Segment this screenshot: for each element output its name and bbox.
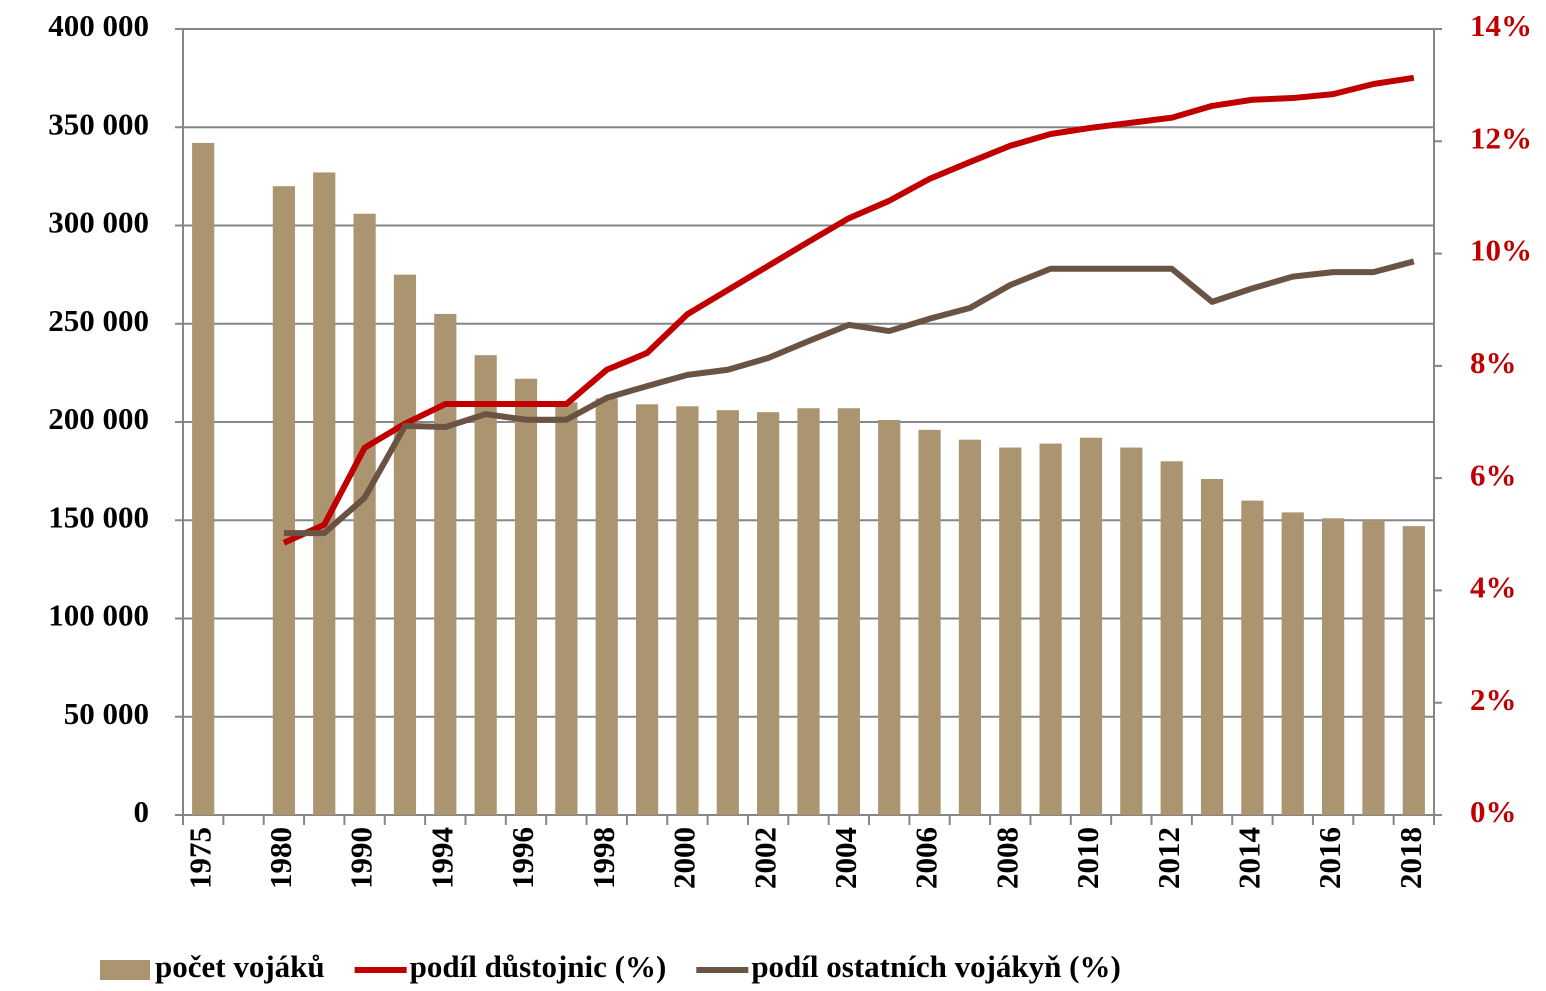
bar bbox=[1402, 526, 1425, 815]
legend-label: podíl důstojnic (%) bbox=[410, 949, 667, 984]
y-tick-label: 200 000 bbox=[48, 401, 149, 436]
bar bbox=[474, 355, 497, 815]
bar bbox=[514, 378, 538, 815]
x-tick-label: 1996 bbox=[505, 827, 540, 889]
line bbox=[283, 258, 1415, 537]
legend-label: podíl ostatních vojákyň (%) bbox=[751, 949, 1120, 984]
bar bbox=[1281, 512, 1304, 815]
bar bbox=[797, 408, 820, 815]
bar bbox=[999, 447, 1022, 815]
bar bbox=[313, 172, 336, 815]
bar bbox=[434, 313, 457, 815]
legend-label: počet vojáků bbox=[155, 949, 325, 984]
y-tick-label: 150 000 bbox=[48, 499, 149, 534]
bar bbox=[716, 410, 739, 815]
bar bbox=[837, 408, 860, 815]
bar bbox=[1079, 437, 1103, 815]
bar bbox=[878, 420, 901, 815]
y2-tick-label: 4% bbox=[1470, 570, 1517, 605]
legend: počet vojáků podíl důstojnic (%) podíl ost… bbox=[100, 949, 1121, 984]
y2-tick-label: 2% bbox=[1470, 682, 1517, 717]
y2-tick-label: 0% bbox=[1470, 794, 1517, 829]
x-tick-label: 1998 bbox=[586, 827, 621, 889]
x-tick-label: 2012 bbox=[1151, 827, 1186, 889]
y-tick-label: 50 000 bbox=[64, 696, 149, 731]
bar bbox=[1200, 478, 1224, 815]
y2-tick-label: 8% bbox=[1470, 345, 1517, 380]
x-tick-label: 2002 bbox=[747, 827, 782, 889]
x-tick-label: 2016 bbox=[1312, 827, 1347, 889]
bar bbox=[353, 213, 376, 815]
y-tick-label: 250 000 bbox=[48, 303, 149, 338]
x-tick-label: 2010 bbox=[1070, 827, 1105, 889]
x-tick-label: 1994 bbox=[424, 827, 459, 889]
bar bbox=[1322, 518, 1345, 815]
x-tick-label: 2004 bbox=[828, 827, 863, 889]
legend-swatch bbox=[100, 960, 150, 980]
x-tick-label: 2008 bbox=[989, 827, 1024, 889]
x-tick-label: 2006 bbox=[909, 827, 944, 889]
bar bbox=[595, 398, 618, 815]
bar bbox=[918, 429, 941, 815]
y-tick-label: 350 000 bbox=[48, 106, 149, 141]
y-tick-label: 0 bbox=[134, 794, 150, 829]
x-tick-label: 1990 bbox=[344, 827, 379, 889]
bar bbox=[555, 402, 578, 815]
y-tick-label: 300 000 bbox=[48, 205, 149, 240]
x-tick-label: 1975 bbox=[182, 827, 217, 889]
bar bbox=[393, 274, 417, 815]
y-tick-label: 100 000 bbox=[48, 598, 149, 633]
bar bbox=[272, 186, 295, 815]
y2-tick-label: 12% bbox=[1470, 120, 1532, 155]
y2-tick-label: 6% bbox=[1470, 457, 1517, 492]
bar bbox=[1039, 443, 1062, 815]
x-tick-label: 1980 bbox=[263, 827, 298, 889]
y2-tick-label: 14% bbox=[1470, 8, 1532, 43]
bar bbox=[958, 439, 982, 815]
line bbox=[282, 74, 1415, 546]
bar bbox=[1241, 500, 1264, 815]
bar bbox=[635, 404, 659, 815]
bar bbox=[1362, 520, 1385, 815]
bar bbox=[1160, 461, 1183, 815]
x-tick-label: 2014 bbox=[1232, 827, 1267, 889]
x-tick-label: 2000 bbox=[667, 827, 702, 889]
bar bbox=[757, 412, 780, 815]
x-tick-label: 2018 bbox=[1393, 827, 1428, 889]
y-tick-label: 400 000 bbox=[48, 8, 149, 43]
bar bbox=[1120, 447, 1143, 815]
y2-tick-label: 10% bbox=[1470, 233, 1532, 268]
bar bbox=[676, 406, 699, 815]
bar bbox=[192, 142, 215, 816]
